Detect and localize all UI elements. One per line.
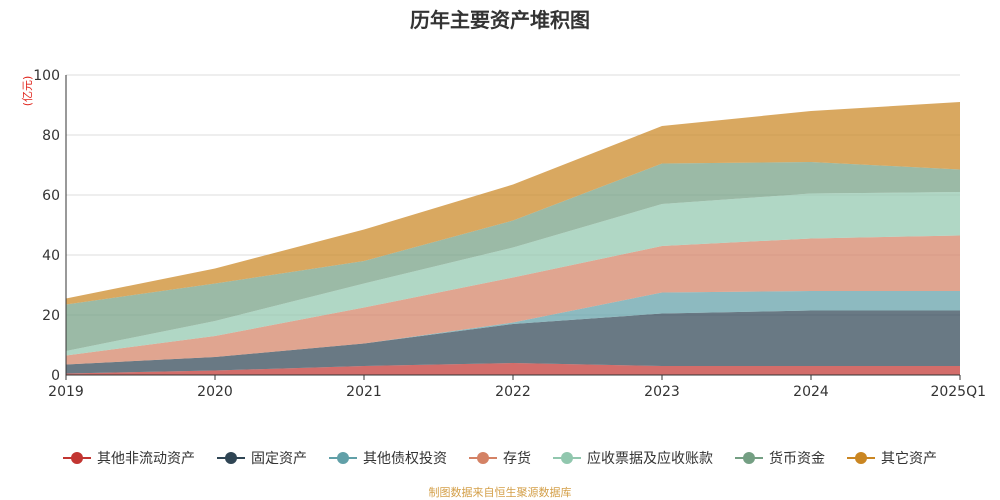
- x-tick-label: 2020: [197, 384, 233, 400]
- legend-swatch-dot: [71, 452, 83, 464]
- legend-swatch: [217, 451, 245, 465]
- y-tick-label: 20: [42, 308, 60, 324]
- source-note: 制图数据来自恒生聚源数据库: [428, 486, 572, 499]
- chart-title: 历年主要资产堆积图: [410, 8, 590, 32]
- legend-label: 存货: [503, 451, 531, 467]
- x-tick-label: 2022: [495, 384, 531, 400]
- y-axis-label: (亿元): [21, 76, 34, 107]
- legend-item[interactable]: 其他非流动资产: [63, 448, 195, 468]
- area-series-2: [66, 291, 960, 365]
- legend: 其他非流动资产 固定资产 其他债权投资 存货 应收票据及应收账款 货币资金 其它资产: [0, 448, 1000, 468]
- x-tick-label: 2024: [793, 384, 829, 400]
- legend-swatch: [469, 451, 497, 465]
- area-layer: [66, 102, 960, 375]
- legend-swatch-dot: [561, 452, 573, 464]
- area-series-1: [66, 310, 960, 374]
- legend-label: 货币资金: [769, 451, 825, 467]
- legend-item[interactable]: 存货: [469, 448, 531, 468]
- legend-item[interactable]: 其他债权投资: [329, 448, 447, 468]
- y-tick-label: 60: [42, 188, 60, 204]
- legend-swatch: [553, 451, 581, 465]
- legend-label: 其他非流动资产: [97, 451, 195, 467]
- legend-swatch-dot: [477, 452, 489, 464]
- axis-layer: 0 20 40 60 80 100 2019 2020 2021 2022 2023 2024 2025…: [33, 68, 986, 400]
- legend-swatch-dot: [337, 452, 349, 464]
- legend-swatch: [63, 451, 91, 465]
- area-series-5: [66, 162, 960, 351]
- legend-item[interactable]: 其它资产: [847, 448, 937, 468]
- legend-item[interactable]: 固定资产: [217, 448, 307, 468]
- legend-swatch: [847, 451, 875, 465]
- legend-label: 固定资产: [251, 451, 307, 467]
- y-tick-label: 40: [42, 248, 60, 264]
- y-tick-label: 0: [51, 368, 60, 384]
- legend-swatch-dot: [743, 452, 755, 464]
- x-tick-label: 2023: [644, 384, 680, 400]
- y-tick-label: 100: [33, 68, 60, 84]
- x-tick-label: 2021: [346, 384, 382, 400]
- legend-swatch: [735, 451, 763, 465]
- area-series-6: [66, 102, 960, 305]
- area-series-4: [66, 192, 960, 356]
- legend-label: 其它资产: [881, 451, 937, 467]
- x-tick-label: 2025Q1: [930, 384, 986, 400]
- area-series-3: [66, 235, 960, 365]
- legend-swatch-dot: [225, 452, 237, 464]
- legend-item[interactable]: 货币资金: [735, 448, 825, 468]
- legend-swatch: [329, 451, 357, 465]
- x-tick-label: 2019: [48, 384, 84, 400]
- legend-label: 应收票据及应收账款: [587, 451, 713, 467]
- legend-item[interactable]: 应收票据及应收账款: [553, 448, 713, 468]
- legend-label: 其他债权投资: [363, 451, 447, 467]
- legend-swatch-dot: [855, 452, 867, 464]
- y-tick-label: 80: [42, 128, 60, 144]
